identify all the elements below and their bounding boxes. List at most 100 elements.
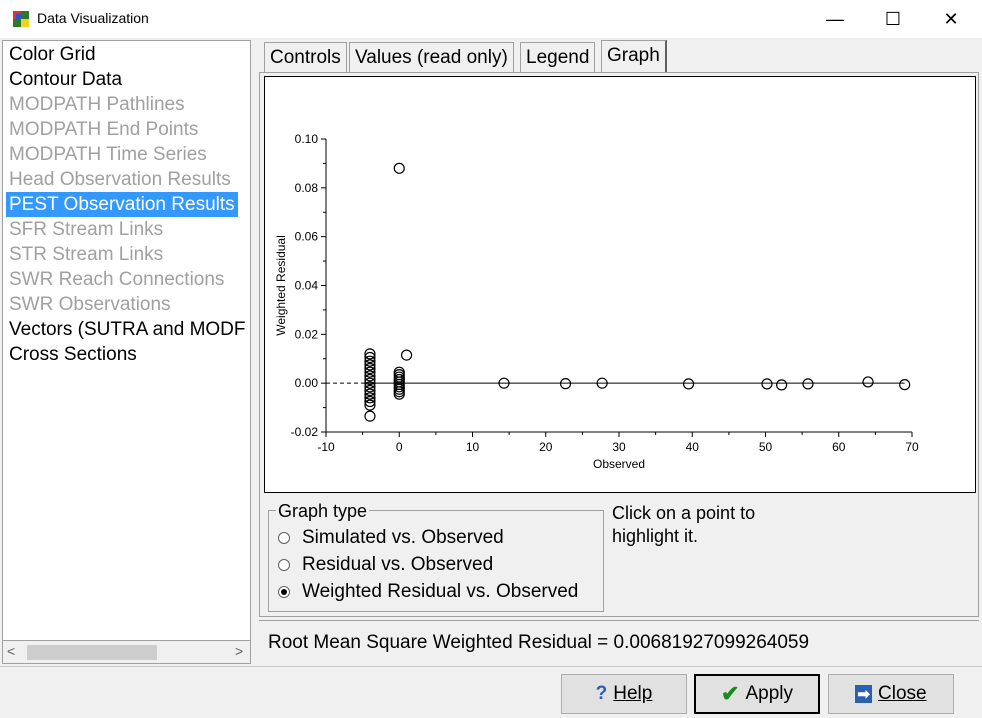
- data-point[interactable]: [862, 376, 874, 388]
- radio-simulated-vs-observed[interactable]: Simulated vs. Observed: [278, 526, 504, 550]
- sidebar-item[interactable]: MODPATH End Points: [9, 119, 199, 140]
- data-point[interactable]: [364, 395, 376, 408]
- x-tick-label: 30: [612, 440, 626, 454]
- data-type-list[interactable]: Color Grid Contour Data MODPATH Pathlines M…: [2, 40, 251, 664]
- y-tick-label: 0.02: [295, 327, 319, 341]
- x-tick-label: 50: [759, 440, 773, 454]
- tab-values[interactable]: Values (read only): [349, 42, 514, 72]
- window-title: Data Visualization: [37, 10, 149, 26]
- data-point[interactable]: [364, 359, 376, 371]
- scroll-right-icon[interactable]: >: [235, 643, 244, 659]
- radio-residual-vs-observed[interactable]: Residual vs. Observed: [278, 553, 493, 577]
- sidebar-item[interactable]: MODPATH Time Series: [9, 144, 207, 165]
- sidebar-item[interactable]: Head Observation Results: [9, 169, 231, 190]
- graph-tab-panel: [259, 72, 979, 617]
- checkmark-icon: ✔: [721, 681, 740, 706]
- maximize-button[interactable]: ☐: [884, 8, 902, 29]
- apply-button[interactable]: ✔ Apply: [694, 674, 820, 714]
- data-point[interactable]: [364, 373, 376, 386]
- sidebar-item[interactable]: STR Stream Links: [9, 244, 164, 265]
- horizontal-scrollbar[interactable]: < >: [2, 640, 251, 664]
- sidebar-item[interactable]: Color Grid: [9, 44, 96, 65]
- help-label: Help: [613, 683, 653, 704]
- data-point[interactable]: [364, 392, 376, 404]
- data-point[interactable]: [364, 388, 376, 400]
- graph-type-label: Graph type: [276, 501, 370, 522]
- sidebar-item[interactable]: Vectors (SUTRA and MODF: [9, 319, 246, 340]
- data-point[interactable]: [400, 349, 413, 361]
- y-tick-label: 0.06: [295, 230, 319, 244]
- sidebar-item[interactable]: MODPATH Pathlines: [9, 94, 185, 115]
- data-point[interactable]: [802, 378, 814, 390]
- data-point[interactable]: [364, 384, 376, 397]
- radio-button[interactable]: [278, 532, 290, 544]
- sidebar-item[interactable]: SWR Reach Connections: [9, 269, 225, 290]
- hint-text: Click on a point to highlight it.: [612, 503, 756, 546]
- data-point[interactable]: [364, 410, 376, 422]
- data-point[interactable]: [776, 379, 788, 391]
- help-icon: ?: [595, 683, 608, 704]
- sidebar-item[interactable]: Contour Data: [9, 69, 123, 90]
- data-point[interactable]: [364, 362, 376, 375]
- data-point[interactable]: [393, 162, 405, 174]
- data-point[interactable]: [364, 366, 376, 378]
- data-point[interactable]: [498, 377, 510, 389]
- sidebar-item[interactable]: PEST Observation Results: [6, 192, 238, 217]
- rms-text: Root Mean Square Weighted Residual = 0.0…: [268, 632, 810, 653]
- x-tick-label: -10: [317, 440, 335, 454]
- data-point[interactable]: [364, 351, 376, 364]
- sidebar-item[interactable]: Cross Sections: [9, 344, 137, 365]
- apply-label: Apply: [745, 683, 793, 704]
- tab-graph[interactable]: Graph: [601, 40, 667, 73]
- y-tick-label: 0.08: [295, 181, 319, 195]
- radio-label: Residual vs. Observed: [302, 554, 494, 575]
- radio-label: Simulated vs. Observed: [302, 527, 504, 548]
- data-point[interactable]: [364, 355, 376, 367]
- y-tick-label: 0.10: [295, 132, 319, 146]
- data-point[interactable]: [899, 379, 911, 391]
- app-icon: [13, 11, 29, 27]
- help-button[interactable]: ? Help: [561, 674, 687, 714]
- x-tick-label: 10: [466, 440, 480, 454]
- data-point[interactable]: [364, 370, 376, 382]
- x-tick-label: 60: [832, 440, 846, 454]
- y-tick-label: 0.00: [295, 376, 319, 390]
- radio-button[interactable]: [278, 559, 290, 571]
- minimize-button[interactable]: —: [826, 8, 844, 29]
- data-point[interactable]: [364, 377, 376, 389]
- graph-area: -0.02 0.00 0.02 0.04 0.06 0.08 0.10 -10 0 10 20 30 4…: [264, 76, 976, 493]
- data-point[interactable]: [596, 377, 608, 389]
- y-tick-label: 0.04: [295, 279, 319, 293]
- sidebar-item[interactable]: SFR Stream Links: [9, 219, 164, 240]
- close-window-button[interactable]: ✕: [943, 8, 959, 29]
- rms-panel: [259, 620, 979, 665]
- x-axis-label: Observed: [593, 457, 645, 471]
- title-bar: [0, 0, 982, 38]
- exit-icon: ➡: [855, 685, 872, 703]
- radio-button-checked[interactable]: [278, 586, 290, 598]
- radio-label: Weighted Residual vs. Observed: [302, 581, 579, 602]
- data-point[interactable]: [364, 381, 376, 393]
- data-point[interactable]: [364, 348, 376, 360]
- data-point[interactable]: [682, 378, 695, 390]
- radio-weighted-residual-vs-observed[interactable]: Weighted Residual vs. Observed: [278, 580, 578, 604]
- data-point[interactable]: [559, 378, 572, 390]
- y-axis-label: Weighted Residual: [274, 235, 288, 336]
- button-bar: [0, 666, 982, 718]
- x-tick-label: 0: [396, 440, 403, 454]
- y-tick-label: -0.02: [291, 425, 319, 439]
- scroll-left-icon[interactable]: <: [7, 643, 16, 659]
- graph-type-group: [268, 510, 604, 612]
- close-label: Close: [878, 683, 927, 704]
- scatter-chart[interactable]: -0.02 0.00 0.02 0.04 0.06 0.08 0.10 -10 0 10 20 30 4…: [265, 77, 975, 492]
- close-button[interactable]: ➡ Close: [828, 674, 954, 714]
- x-tick-label: 40: [686, 440, 700, 454]
- tab-controls[interactable]: Controls: [264, 42, 347, 72]
- sidebar-item[interactable]: SWR Observations: [9, 294, 171, 315]
- data-point[interactable]: [761, 378, 773, 390]
- x-tick-label: 20: [539, 440, 553, 454]
- data-point[interactable]: [393, 388, 405, 400]
- tab-legend[interactable]: Legend: [520, 42, 596, 72]
- scrollbar-thumb[interactable]: [27, 645, 157, 660]
- data-point[interactable]: [364, 399, 376, 411]
